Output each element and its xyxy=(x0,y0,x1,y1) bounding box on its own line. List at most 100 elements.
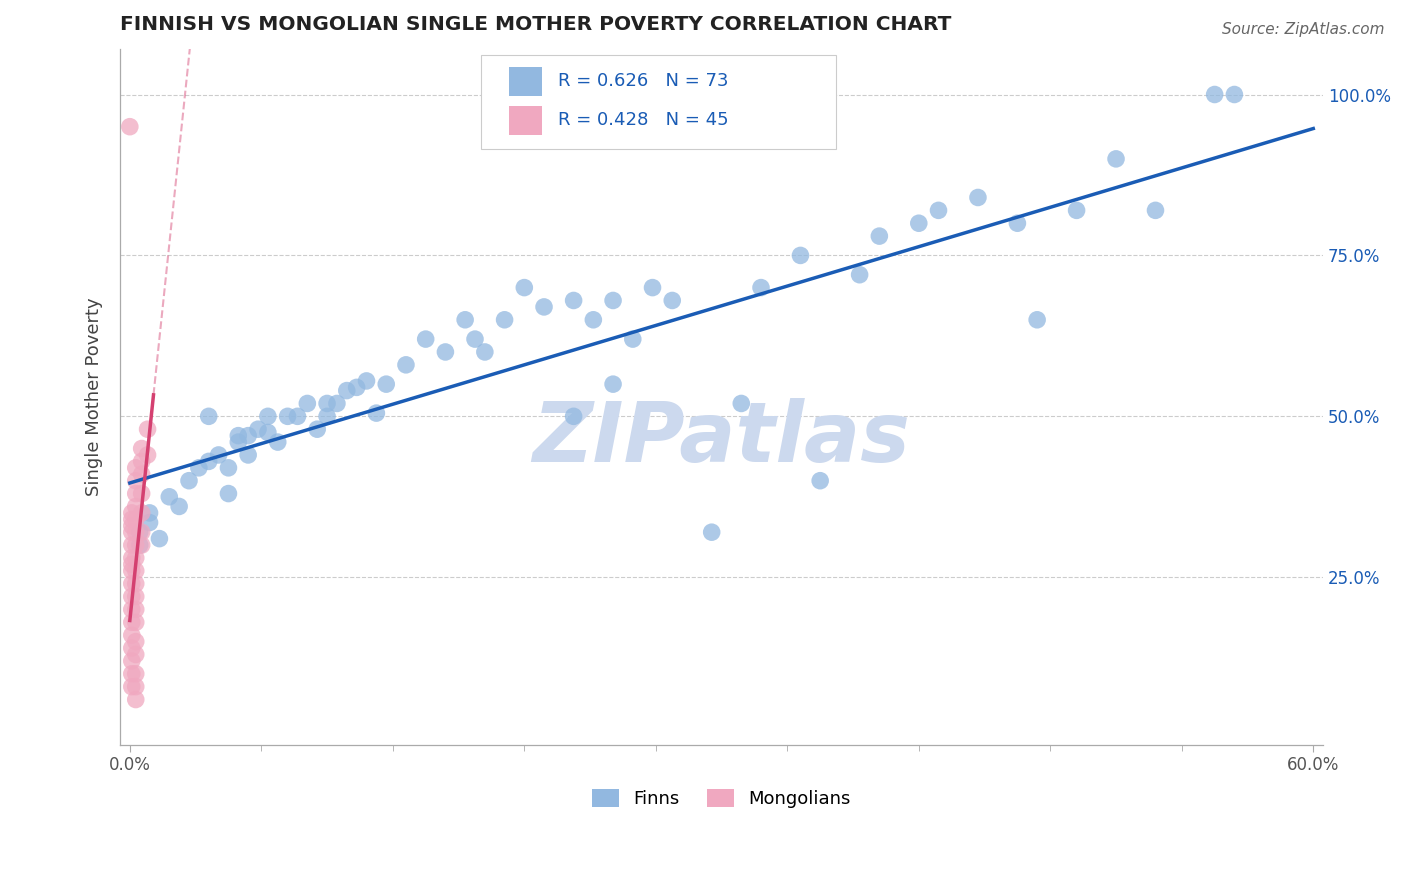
Point xyxy=(247,422,270,436)
Point xyxy=(125,525,148,540)
Point xyxy=(582,313,605,327)
Point xyxy=(121,602,143,616)
Point xyxy=(148,532,170,546)
Point xyxy=(131,486,153,500)
Point xyxy=(131,506,153,520)
Text: ZIPatlas: ZIPatlas xyxy=(533,398,911,479)
Point xyxy=(808,474,831,488)
Point xyxy=(1223,87,1246,102)
Point xyxy=(125,590,148,604)
Point xyxy=(1066,203,1088,218)
Point xyxy=(121,615,143,630)
Point xyxy=(217,460,239,475)
Point xyxy=(125,550,148,565)
Point xyxy=(257,409,280,424)
Point xyxy=(868,229,890,244)
Point xyxy=(118,120,141,134)
FancyBboxPatch shape xyxy=(509,106,543,135)
Point xyxy=(621,332,644,346)
Point xyxy=(366,406,388,420)
Point xyxy=(207,448,229,462)
FancyBboxPatch shape xyxy=(509,67,543,95)
Point xyxy=(346,380,368,394)
Point xyxy=(277,409,299,424)
Point xyxy=(121,525,143,540)
Point xyxy=(375,377,398,392)
Point xyxy=(121,654,143,668)
Point xyxy=(907,216,929,230)
Point xyxy=(136,422,159,436)
Point xyxy=(138,506,160,520)
Point xyxy=(287,409,309,424)
Point xyxy=(661,293,683,308)
Point xyxy=(226,428,249,442)
Point xyxy=(121,576,143,591)
Point xyxy=(131,525,153,540)
Text: R = 0.626   N = 73: R = 0.626 N = 73 xyxy=(558,72,728,90)
Point xyxy=(125,634,148,648)
Point xyxy=(138,516,160,530)
Point xyxy=(125,615,148,630)
Point xyxy=(316,396,339,410)
Point xyxy=(121,550,143,565)
Point xyxy=(395,358,418,372)
Point xyxy=(562,409,585,424)
Point xyxy=(167,500,190,514)
Point xyxy=(125,692,148,706)
Point xyxy=(928,203,950,218)
Point xyxy=(121,628,143,642)
Point xyxy=(128,538,150,552)
Point xyxy=(121,666,143,681)
Point xyxy=(602,293,624,308)
Point xyxy=(217,486,239,500)
Point xyxy=(1007,216,1029,230)
Point xyxy=(1105,152,1128,166)
Point xyxy=(749,280,772,294)
Point xyxy=(238,428,260,442)
Point xyxy=(125,512,148,526)
Point xyxy=(125,564,148,578)
Point xyxy=(125,486,148,500)
Point xyxy=(464,332,486,346)
Point xyxy=(125,576,148,591)
Point xyxy=(326,396,349,410)
Text: FINNISH VS MONGOLIAN SINGLE MOTHER POVERTY CORRELATION CHART: FINNISH VS MONGOLIAN SINGLE MOTHER POVER… xyxy=(120,15,952,34)
Point xyxy=(125,680,148,694)
Point xyxy=(494,313,516,327)
Point xyxy=(125,500,148,514)
Point xyxy=(730,396,752,410)
Point xyxy=(434,345,457,359)
Point xyxy=(297,396,319,410)
Point xyxy=(789,248,811,262)
FancyBboxPatch shape xyxy=(481,55,835,149)
Point xyxy=(1204,87,1226,102)
Point xyxy=(602,377,624,392)
Point xyxy=(226,435,249,450)
Point xyxy=(533,300,555,314)
Point xyxy=(136,448,159,462)
Point xyxy=(125,648,148,662)
Point xyxy=(131,442,153,456)
Point xyxy=(187,460,209,475)
Point xyxy=(121,680,143,694)
Point xyxy=(121,538,143,552)
Point xyxy=(121,641,143,656)
Point xyxy=(641,280,664,294)
Point xyxy=(700,525,723,540)
Y-axis label: Single Mother Poverty: Single Mother Poverty xyxy=(86,298,103,496)
Point xyxy=(1144,203,1167,218)
Point xyxy=(125,666,148,681)
Point xyxy=(128,525,150,540)
Point xyxy=(238,448,260,462)
Point xyxy=(125,602,148,616)
Point xyxy=(454,313,477,327)
Point xyxy=(562,293,585,308)
Point xyxy=(121,518,143,533)
Point xyxy=(415,332,437,346)
Point xyxy=(848,268,870,282)
Point xyxy=(356,374,378,388)
Point xyxy=(197,409,219,424)
Point xyxy=(336,384,359,398)
Point xyxy=(121,506,143,520)
Point xyxy=(131,454,153,468)
